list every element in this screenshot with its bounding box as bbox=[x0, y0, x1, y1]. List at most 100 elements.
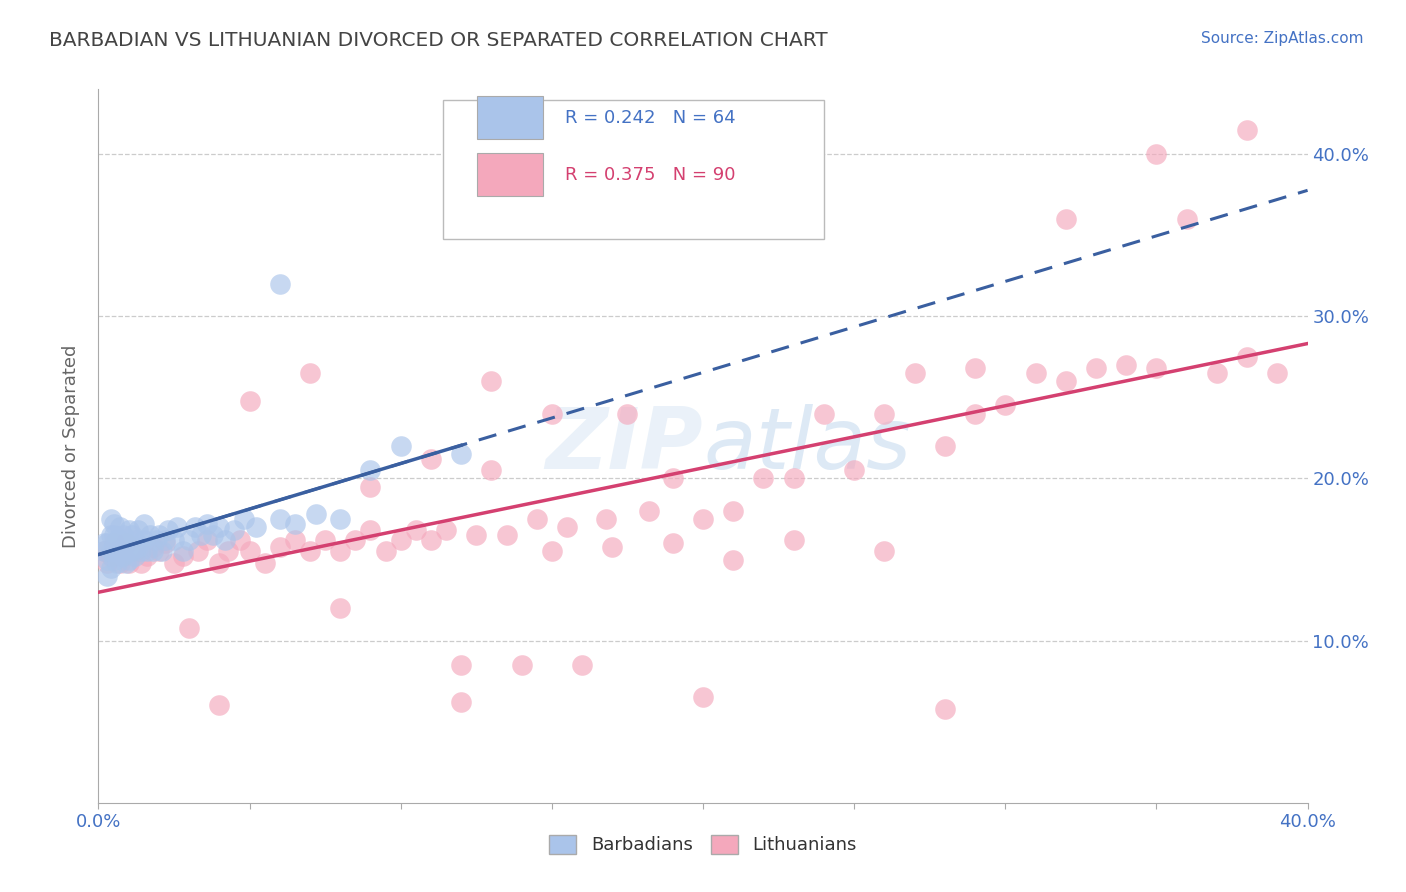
Legend: Barbadians, Lithuanians: Barbadians, Lithuanians bbox=[543, 828, 863, 862]
Point bbox=[163, 533, 186, 547]
Point bbox=[481, 374, 503, 388]
Point bbox=[135, 544, 157, 558]
Point bbox=[1144, 361, 1167, 376]
Point bbox=[121, 528, 143, 542]
Point bbox=[873, 407, 896, 421]
Point bbox=[692, 512, 714, 526]
Point bbox=[637, 504, 659, 518]
Point bbox=[405, 524, 427, 538]
Point bbox=[1085, 361, 1108, 376]
Point bbox=[571, 657, 593, 672]
Point bbox=[103, 528, 125, 542]
Point bbox=[108, 520, 131, 534]
Point bbox=[481, 463, 503, 477]
Point bbox=[526, 512, 548, 526]
Point bbox=[465, 528, 488, 542]
Point bbox=[269, 512, 291, 526]
Point bbox=[96, 556, 118, 570]
Point bbox=[103, 540, 125, 554]
Point bbox=[934, 702, 956, 716]
Point bbox=[602, 540, 624, 554]
Point bbox=[105, 544, 128, 558]
Point bbox=[420, 533, 443, 547]
Point bbox=[934, 439, 956, 453]
Point bbox=[284, 516, 307, 531]
Y-axis label: Divorced or Separated: Divorced or Separated bbox=[62, 344, 80, 548]
Point bbox=[329, 512, 352, 526]
Point bbox=[232, 512, 254, 526]
Point bbox=[208, 556, 231, 570]
Point bbox=[389, 439, 412, 453]
Point bbox=[132, 533, 155, 547]
Point bbox=[1236, 122, 1258, 136]
Point bbox=[299, 366, 322, 380]
Point bbox=[96, 552, 118, 566]
Bar bbox=[477, 153, 543, 196]
Point bbox=[555, 520, 578, 534]
Point bbox=[208, 520, 231, 534]
Point bbox=[127, 540, 149, 554]
Point bbox=[100, 560, 122, 574]
Point bbox=[450, 447, 472, 461]
Point bbox=[114, 536, 136, 550]
Point bbox=[783, 533, 806, 547]
Text: ZIP: ZIP bbox=[546, 404, 703, 488]
Point bbox=[344, 533, 367, 547]
Point bbox=[661, 536, 683, 550]
Point bbox=[96, 568, 118, 582]
Point bbox=[163, 556, 186, 570]
Point bbox=[124, 544, 146, 558]
Point bbox=[139, 528, 162, 542]
Point bbox=[723, 504, 745, 518]
Point bbox=[783, 471, 806, 485]
Point bbox=[752, 471, 775, 485]
Point bbox=[124, 533, 146, 547]
Point bbox=[124, 549, 146, 564]
FancyBboxPatch shape bbox=[443, 100, 824, 239]
Point bbox=[100, 512, 122, 526]
Point bbox=[1054, 374, 1077, 388]
Point bbox=[108, 544, 131, 558]
Point bbox=[389, 533, 412, 547]
Point bbox=[299, 544, 322, 558]
Point bbox=[153, 536, 176, 550]
Point bbox=[111, 528, 134, 542]
Point bbox=[166, 520, 188, 534]
Point bbox=[172, 544, 194, 558]
Point bbox=[148, 528, 170, 542]
Point bbox=[329, 544, 352, 558]
Point bbox=[100, 549, 122, 564]
Point bbox=[179, 533, 201, 547]
Point bbox=[360, 524, 382, 538]
Point bbox=[132, 516, 155, 531]
Point bbox=[142, 540, 165, 554]
Point bbox=[179, 621, 201, 635]
Point bbox=[813, 407, 835, 421]
Text: atlas: atlas bbox=[703, 404, 911, 488]
Point bbox=[121, 544, 143, 558]
Point bbox=[111, 549, 134, 564]
Point bbox=[661, 471, 683, 485]
Point bbox=[253, 556, 276, 570]
Point bbox=[118, 524, 141, 538]
Point bbox=[723, 552, 745, 566]
Point bbox=[450, 657, 472, 672]
Point bbox=[692, 690, 714, 705]
Point bbox=[135, 549, 157, 564]
Point bbox=[844, 463, 866, 477]
Point bbox=[142, 544, 165, 558]
Point bbox=[153, 533, 176, 547]
Point bbox=[239, 544, 262, 558]
Point bbox=[114, 536, 136, 550]
Point bbox=[96, 536, 118, 550]
Point bbox=[873, 544, 896, 558]
Point bbox=[129, 544, 152, 558]
Text: Source: ZipAtlas.com: Source: ZipAtlas.com bbox=[1201, 31, 1364, 46]
Point bbox=[156, 524, 179, 538]
Point bbox=[616, 407, 638, 421]
Point bbox=[224, 524, 246, 538]
Point bbox=[105, 533, 128, 547]
Point bbox=[103, 536, 125, 550]
Text: R = 0.375   N = 90: R = 0.375 N = 90 bbox=[565, 166, 735, 184]
Point bbox=[118, 552, 141, 566]
